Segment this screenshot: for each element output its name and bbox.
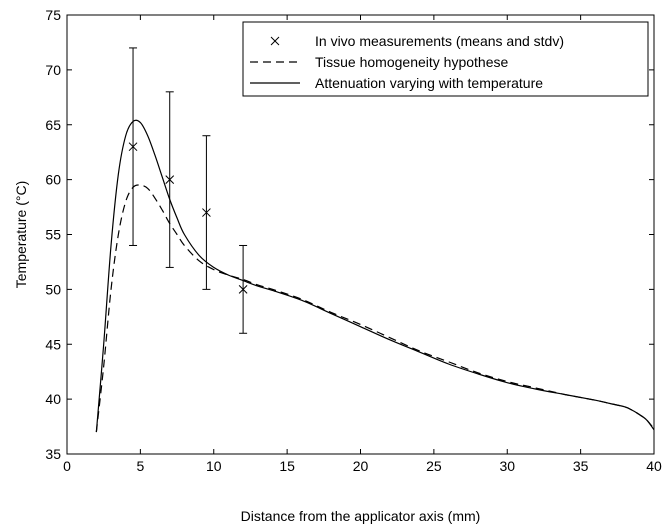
data-point-marker	[128, 142, 138, 152]
axis-ticks: 0 5 10 15 20 25 30 35 40 35 40 45 50 55 60 65 70 75	[45, 7, 662, 474]
series-line	[95, 184, 655, 433]
y-tick-label: 65	[45, 117, 61, 133]
series-measurements	[128, 47, 248, 334]
marker-stroke	[202, 208, 211, 217]
data-point-marker	[165, 175, 175, 184]
legend-item: Attenuation varying with temperature	[250, 75, 543, 91]
y-axis-label: Temperature (°C)	[13, 181, 29, 289]
legend-label: Attenuation varying with temperature	[315, 75, 543, 91]
marker-stroke	[238, 285, 248, 294]
x-tick-label: 25	[426, 458, 442, 474]
legend-label: Tissue homogeneity hypothese	[315, 54, 508, 70]
marker-stroke	[165, 175, 175, 184]
legend-box	[242, 21, 649, 97]
x-tick-label: 20	[353, 458, 369, 474]
y-tick-label: 45	[45, 336, 61, 352]
y-tick-label: 70	[45, 62, 61, 78]
y-tick-label: 60	[45, 172, 61, 188]
series-layer	[95, 47, 655, 433]
data-point-marker	[238, 285, 248, 294]
x-tick-label: 10	[206, 458, 222, 474]
y-tick-label: 55	[45, 227, 61, 243]
x-axis-label: Distance from the applicator axis (mm)	[241, 508, 481, 524]
marker-stroke	[128, 142, 138, 152]
legend-label: In vivo measurements (means and stdv)	[315, 33, 564, 49]
data-point-marker	[202, 208, 211, 217]
x-tick-label: 15	[279, 458, 295, 474]
y-tick-label: 35	[45, 446, 61, 462]
x-tick-label: 40	[646, 458, 662, 474]
legend: In vivo measurements (means and stdv) Tis…	[242, 21, 649, 97]
x-tick-label: 5	[136, 458, 144, 474]
x-tick-label: 35	[573, 458, 589, 474]
x-tick-label: 0	[63, 458, 71, 474]
legend-items: In vivo measurements (means and stdv) Tis…	[250, 33, 564, 91]
y-tick-label: 75	[45, 7, 61, 23]
x-tick-label: 30	[499, 458, 515, 474]
series-attenuation-varying	[95, 119, 655, 433]
series-homogeneity-hypothesis	[95, 184, 655, 433]
legend-item: Tissue homogeneity hypothese	[250, 54, 508, 70]
y-tick-label: 40	[45, 391, 61, 407]
legend-marker-stroke	[270, 36, 280, 46]
legend-item: In vivo measurements (means and stdv)	[270, 33, 564, 49]
series-line	[95, 119, 655, 433]
y-tick-label: 50	[45, 281, 61, 297]
